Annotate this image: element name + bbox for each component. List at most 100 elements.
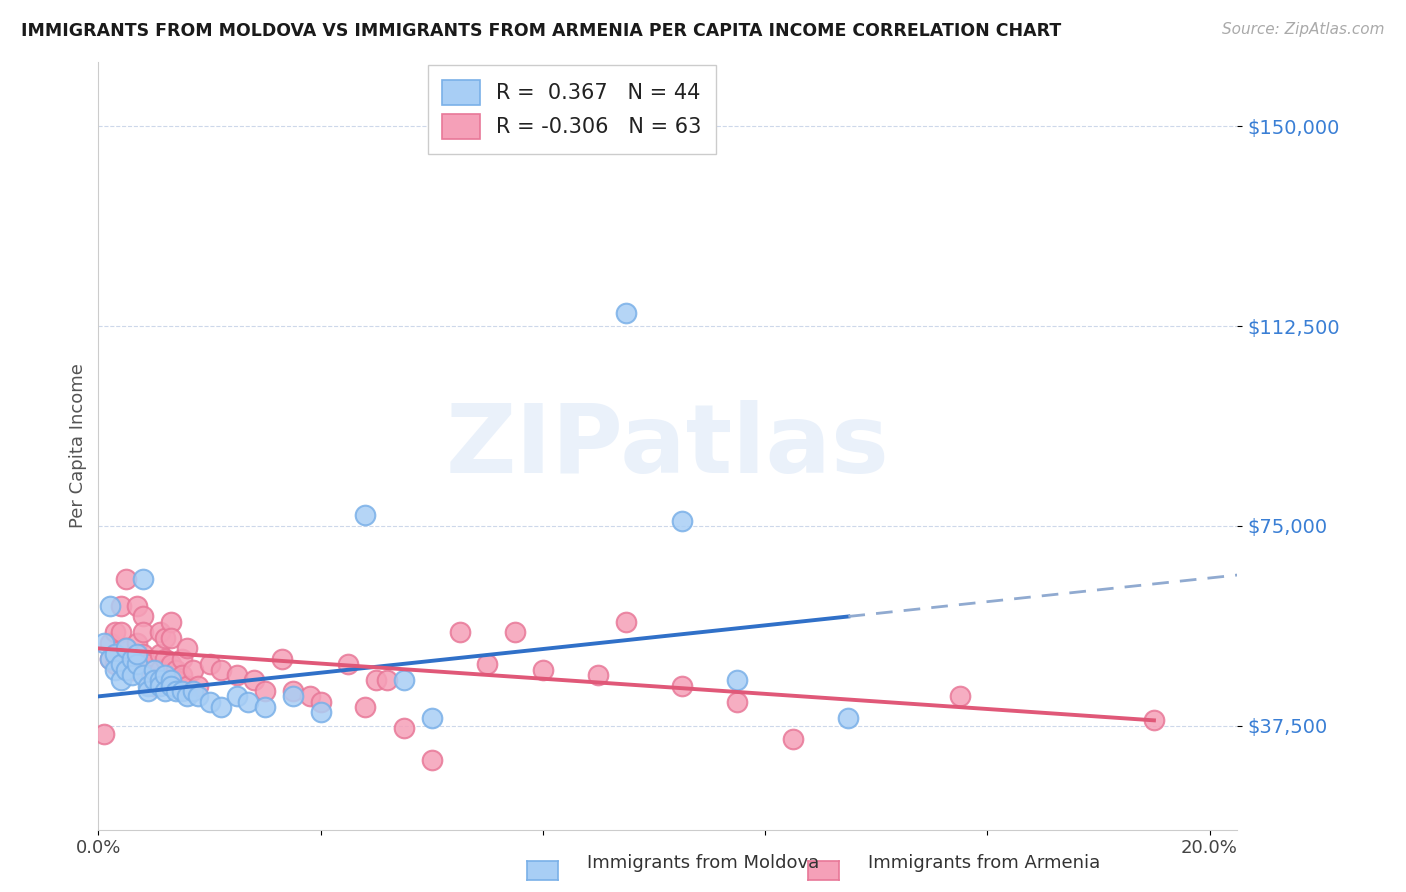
Point [671, 679, 693, 693]
Point [148, 679, 170, 693]
Point [165, 684, 187, 698]
Point [110, 599, 132, 613]
Point [837, 711, 859, 725]
Point [209, 700, 232, 714]
Text: IMMIGRANTS FROM MOLDOVA VS IMMIGRANTS FROM ARMENIA PER CAPITA INCOME CORRELATION: IMMIGRANTS FROM MOLDOVA VS IMMIGRANTS FR… [21, 22, 1062, 40]
Point [115, 641, 138, 656]
Point [187, 690, 209, 704]
Point [354, 508, 377, 523]
Point [159, 679, 181, 693]
Point [148, 673, 170, 688]
Point [153, 652, 176, 666]
Point [159, 673, 181, 688]
Point [138, 668, 160, 682]
Point [138, 679, 160, 693]
Point [159, 631, 181, 645]
Text: Source: ZipAtlas.com: Source: ZipAtlas.com [1222, 22, 1385, 37]
Point [121, 663, 143, 677]
Point [170, 668, 193, 682]
Point [170, 684, 193, 698]
Point [93, 726, 115, 740]
Point [104, 647, 127, 661]
Point [127, 647, 149, 661]
Text: Immigrants from Armenia: Immigrants from Armenia [868, 855, 1101, 872]
Point [143, 673, 166, 688]
Point [98, 636, 121, 650]
Point [93, 636, 115, 650]
Point [159, 657, 181, 672]
Point [392, 722, 415, 736]
Point [298, 690, 321, 704]
Point [132, 572, 155, 586]
Text: ZIPatlas: ZIPatlas [446, 400, 890, 492]
Point [148, 647, 170, 661]
Point [309, 695, 332, 709]
Point [176, 690, 198, 704]
Point [115, 641, 138, 656]
Point [782, 731, 804, 746]
Point [153, 684, 176, 698]
Point [143, 673, 166, 688]
Point [614, 615, 637, 629]
Point [281, 684, 304, 698]
Point [104, 663, 127, 677]
Point [254, 700, 277, 714]
Point [238, 695, 260, 709]
Point [132, 647, 155, 661]
Point [375, 673, 398, 688]
Point [181, 663, 204, 677]
Point [420, 753, 443, 767]
Point [337, 657, 360, 672]
Point [110, 657, 132, 672]
Point [165, 663, 187, 677]
Point [98, 599, 121, 613]
Point [170, 652, 193, 666]
Point [127, 599, 149, 613]
Point [165, 673, 187, 688]
Point [153, 631, 176, 645]
Point [127, 652, 149, 666]
Point [198, 695, 221, 709]
Point [143, 679, 166, 693]
Point [614, 306, 637, 320]
Point [281, 690, 304, 704]
Point [477, 657, 499, 672]
Point [309, 706, 332, 720]
Point [354, 700, 377, 714]
Point [187, 679, 209, 693]
Point [671, 514, 693, 528]
Point [254, 684, 277, 698]
Point [138, 684, 160, 698]
Point [449, 625, 471, 640]
Point [270, 652, 292, 666]
Point [132, 625, 155, 640]
Point [725, 673, 748, 688]
Point [1143, 714, 1166, 728]
Point [121, 652, 143, 666]
Point [121, 668, 143, 682]
Point [115, 663, 138, 677]
Point [104, 625, 127, 640]
Point [115, 572, 138, 586]
Point [531, 663, 554, 677]
Point [366, 673, 388, 688]
Point [209, 663, 232, 677]
Point [420, 711, 443, 725]
Point [226, 690, 249, 704]
Point [148, 625, 170, 640]
Point [127, 636, 149, 650]
Point [176, 679, 198, 693]
Point [392, 673, 415, 688]
Point [110, 625, 132, 640]
Point [176, 641, 198, 656]
Point [198, 657, 221, 672]
Point [243, 673, 266, 688]
Point [121, 652, 143, 666]
Legend: R =  0.367   N = 44, R = -0.306   N = 63: R = 0.367 N = 44, R = -0.306 N = 63 [427, 65, 717, 153]
Point [181, 684, 204, 698]
Point [98, 652, 121, 666]
Text: Immigrants from Moldova: Immigrants from Moldova [586, 855, 820, 872]
Point [110, 673, 132, 688]
Point [153, 668, 176, 682]
Point [132, 609, 155, 624]
